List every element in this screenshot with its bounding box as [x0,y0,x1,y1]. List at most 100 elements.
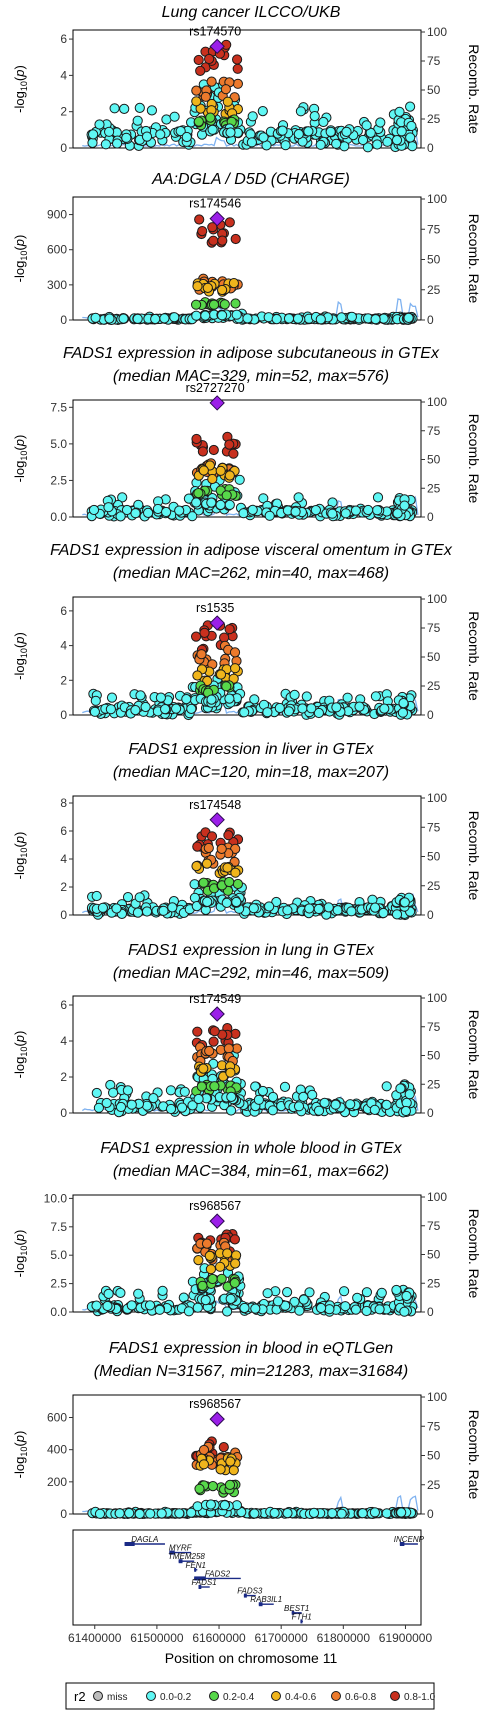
y2-axis-label: Recomb. Rate [466,811,482,901]
y2-tick-label: 75 [427,1020,441,1034]
snp-point [216,843,227,855]
snp-point [186,1507,197,1518]
snp-point [267,1091,279,1103]
snp-point [232,78,243,89]
gene-exon [399,1542,405,1546]
lead-snp-label: rs174546 [189,197,241,211]
snp-point [91,1300,102,1311]
snp-point [193,1093,204,1105]
snp-point [200,91,211,102]
snp-point [222,862,233,873]
panel-title: (median MAC=384, min=61, max=662) [113,1163,389,1180]
snp-point [191,433,202,445]
snp-point [403,312,414,323]
snp-point [219,1500,230,1511]
snp-point [119,103,130,115]
snp-point [175,126,186,137]
snp-point [218,1442,229,1453]
snp-point [133,1288,144,1299]
panel-8: FADS1 expression in blood in eQTLGen (Med… [12,1340,482,1521]
snp-point [169,312,180,323]
lead-snp-marker [209,1006,225,1022]
snp-point [272,1296,284,1307]
snp-point [221,681,232,692]
snp-point [404,1089,415,1100]
gene-label: MYRF [169,1544,193,1553]
y-axis-label: -log10(p) [12,1230,29,1278]
snp-point [159,313,170,324]
snp-point [293,1101,305,1112]
lead-snp-marker [209,615,225,631]
snp-point [399,1306,410,1317]
snp-point [271,314,282,325]
snp-point [400,1105,411,1117]
snp-point [401,1290,412,1302]
legend-label: 0.8-1.0 [404,1692,436,1703]
snp-point [171,703,182,714]
y-tick-label: 5.0 [50,1248,67,1262]
panel-5: FADS1 expression in liver in GTEx (median… [12,741,482,922]
snp-point [396,1507,407,1518]
snp-point [100,139,112,150]
legend-label: miss [107,1692,128,1703]
snp-point [161,506,172,518]
snp-point [209,1081,220,1092]
snp-point [225,127,236,138]
snp-point [250,1303,261,1314]
snp-point [207,473,218,485]
snp-point [221,490,232,501]
snp-point [394,106,405,118]
snp-point [219,632,230,643]
snp-point [231,896,242,908]
snp-point [206,76,217,87]
y2-tick-label: 50 [427,1248,441,1262]
snp-point [374,1304,385,1315]
gene-label: FADS2 [205,1569,231,1578]
y2-axis-label: Recomb. Rate [466,611,482,701]
snp-point [207,222,218,233]
snp-point [405,101,416,112]
snp-point [405,132,416,143]
legend-label: 0.0-0.2 [160,1692,192,1703]
snp-point [381,1081,392,1092]
y-axis-label: -log10(p) [12,832,29,880]
snp-point [250,1081,261,1092]
snp-point [146,105,157,116]
snp-point [217,235,228,246]
snp-point [130,705,141,716]
y-tick-label: 0 [60,1507,67,1521]
snp-point [225,1456,236,1467]
snp-point [262,1288,273,1299]
snp-point [207,1273,218,1285]
lead-snp-label: rs968567 [189,1397,241,1411]
snp-point [309,111,320,122]
snp-point [354,701,365,712]
snp-point [292,313,304,324]
snp-point [357,1508,368,1519]
snp-point [267,1105,278,1116]
snp-point [392,508,403,519]
snp-point [391,135,403,146]
legend-swatch [146,1691,156,1701]
y-tick-label: 8 [60,796,67,810]
snp-point [144,1300,156,1311]
snp-point [331,702,342,713]
snp-point [157,1285,168,1297]
snp-point [283,706,294,717]
panel-title: AA:DGLA / D5D (CHARGE) [151,171,350,188]
gene-exon [291,1610,295,1615]
y-axis-label: -log10(p) [12,435,29,483]
snp-point [207,1481,218,1492]
snp-point [398,698,409,709]
snp-point [215,1261,226,1272]
snp-point [223,830,234,841]
gene-exon [194,1567,197,1572]
y2-tick-label: 50 [427,850,441,864]
snp-point [269,1507,280,1519]
snp-point [132,907,143,918]
y2-tick-label: 50 [427,83,441,97]
y2-tick-label: 0 [427,1305,434,1319]
snp-point [169,111,180,122]
y2-tick-label: 100 [427,395,447,409]
snp-point [249,1508,260,1519]
